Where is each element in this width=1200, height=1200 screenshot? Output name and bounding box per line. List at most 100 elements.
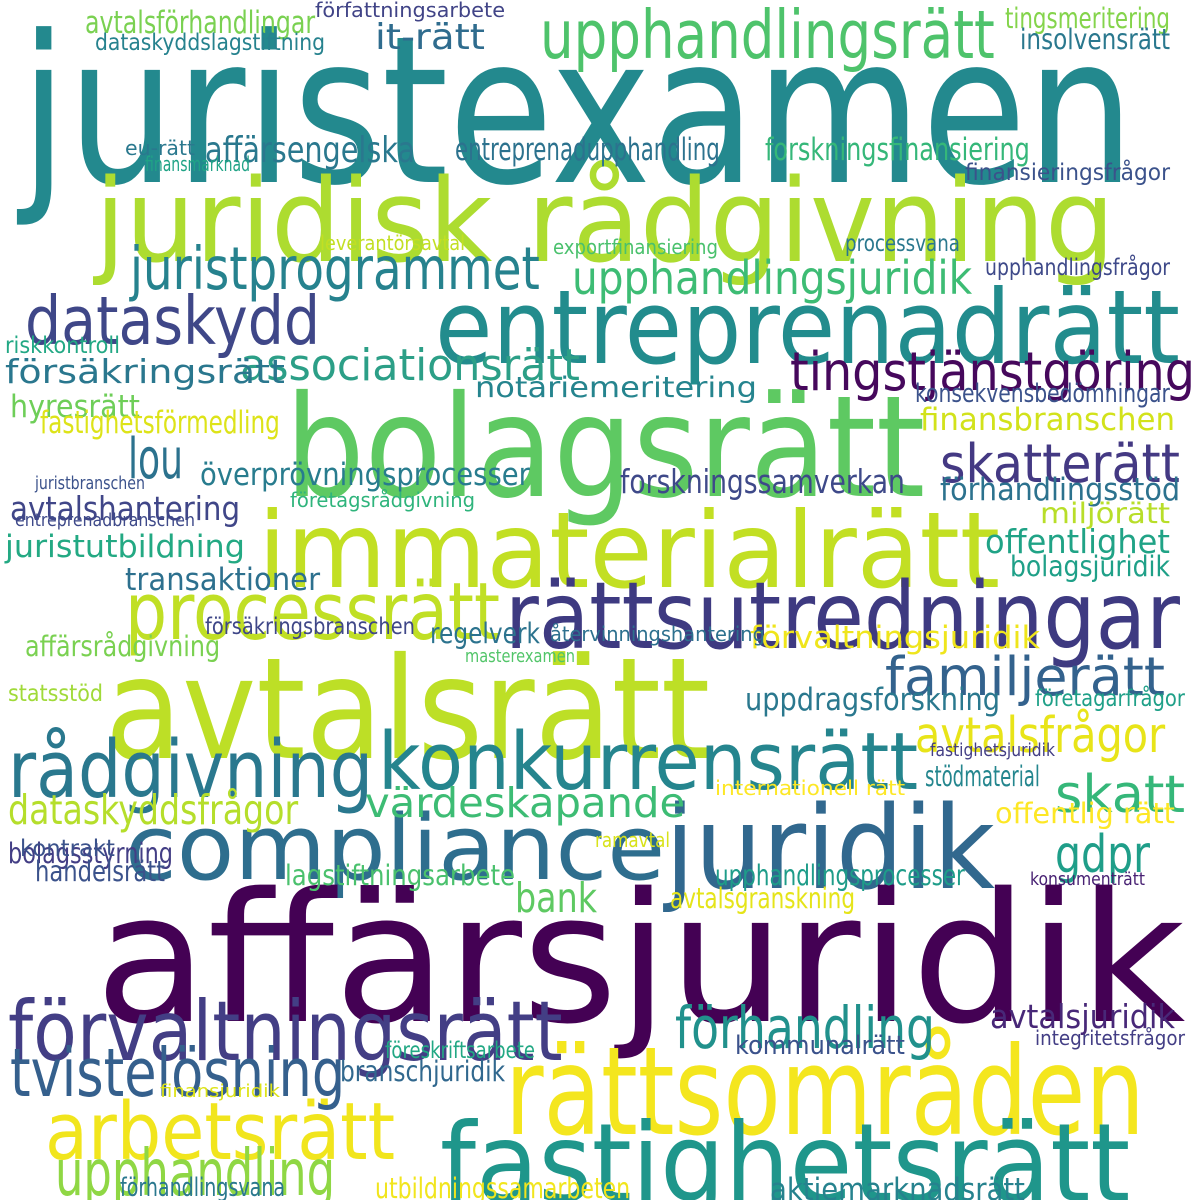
- word: avtalsfrågor: [915, 708, 1166, 764]
- word: tvistelösning: [10, 1034, 346, 1112]
- word: bolagsjuridik: [1010, 550, 1171, 583]
- word: kommunalrätt: [735, 1031, 905, 1061]
- word: dataskydd: [25, 282, 321, 360]
- word: processrätt: [125, 565, 500, 658]
- word: regelverk: [430, 617, 540, 650]
- word: upphandlingsprocesser: [715, 859, 965, 892]
- word: statsstöd: [8, 681, 104, 707]
- word: konkurrensrätt: [378, 715, 919, 808]
- word: skatt: [1055, 765, 1186, 825]
- word: kontrakt: [20, 836, 115, 862]
- word: bank: [515, 874, 598, 922]
- word: affärsjuridik: [95, 855, 1186, 1064]
- word: affärsengelska: [205, 130, 416, 171]
- word: lagstiftningsarbete: [285, 859, 516, 892]
- word: juridisk rådgivning: [95, 155, 1115, 289]
- word: stödmaterial: [925, 760, 1040, 793]
- word: insolvensrätt: [1020, 23, 1171, 56]
- word: integritetsfrågor: [1035, 1026, 1186, 1050]
- word: företagsrådgivning: [290, 488, 476, 512]
- word: avtalsrätt: [105, 628, 711, 792]
- word: fastighetsförmedling: [40, 405, 280, 441]
- word: miljörätt: [1040, 497, 1171, 530]
- word: entreprenadbranschen: [15, 510, 195, 531]
- word: eu-rätt: [125, 136, 196, 160]
- word: förhandling: [675, 994, 935, 1062]
- word: finansjuridik: [160, 1081, 280, 1102]
- word: ramavtal: [595, 828, 671, 852]
- word: juristprogrammet: [130, 234, 540, 303]
- word: upphandlingsrätt: [540, 0, 995, 74]
- word: arbetsrätt: [45, 1085, 396, 1178]
- word: forskningssamverkan: [620, 462, 905, 501]
- word: uppdragsforskning: [745, 682, 1001, 718]
- word: it-rätt: [375, 17, 486, 58]
- word: förvaltningsrätt: [8, 983, 563, 1080]
- word: överprövningsprocesser: [200, 457, 530, 493]
- word: upphandling: [55, 1137, 336, 1200]
- word: compliance: [125, 797, 666, 901]
- word: rättsutredningar: [505, 562, 1180, 670]
- word: fastighetsjuridik: [930, 740, 1055, 761]
- word: entreprenadupphandling: [455, 132, 720, 168]
- word: försäkringsrätt: [5, 352, 285, 391]
- word: leverantörsavtal: [320, 231, 466, 255]
- word: hyresrätt: [10, 389, 140, 425]
- word: föreskriftsarbete: [385, 1038, 536, 1064]
- word: lou: [128, 427, 183, 492]
- word: tingsmeritering: [1005, 2, 1171, 35]
- word: forskningsfinansiering: [765, 132, 1030, 168]
- word: finansmarknad: [145, 152, 251, 176]
- word: familjerätt: [885, 645, 1165, 708]
- word: finansieringsfrågor: [965, 160, 1171, 186]
- word: författningsarbete: [315, 0, 506, 22]
- word: skatterätt: [940, 432, 1180, 495]
- word: avtalsförhandlingar: [85, 5, 316, 41]
- word: fastighetsrätt: [440, 1100, 1131, 1200]
- word: förhandlingsstöd: [940, 472, 1181, 508]
- word: upphandlingsfrågor: [985, 255, 1171, 281]
- word: transaktioner: [125, 562, 321, 598]
- word: avtalshantering: [10, 489, 241, 528]
- word: processvana: [845, 231, 960, 257]
- word: masterexamen: [465, 646, 575, 667]
- word: exportfinansiering: [553, 235, 718, 259]
- word: bolagsstyrning: [8, 837, 173, 870]
- word: avtalsgranskning: [670, 882, 856, 915]
- word: juristexamen: [20, 0, 1135, 231]
- word: immaterialrätt: [258, 489, 1001, 612]
- word: offentlighet: [985, 522, 1170, 561]
- word: entreprenadrätt: [435, 269, 1180, 388]
- word: tingstjänstgöring: [790, 340, 1196, 403]
- word: bolagsrätt: [285, 366, 926, 530]
- word: riskkontroll: [5, 333, 120, 359]
- word: affärsrådgivning: [25, 630, 221, 663]
- word: branschjuridik: [340, 1055, 506, 1088]
- word: konsekvensbedömningar: [915, 379, 1170, 409]
- word: företagarfrågor: [1035, 686, 1185, 712]
- word: internationell rätt: [715, 776, 906, 800]
- word: förhandlingsvana: [120, 1173, 286, 1200]
- word: rättsområden: [505, 1021, 1145, 1163]
- word: juristbranschen: [35, 473, 145, 494]
- word: värdeskapande: [365, 779, 686, 827]
- word: notariemeritering: [475, 371, 757, 404]
- word: gdpr: [1055, 825, 1150, 885]
- word: konsumenträtt: [1030, 869, 1145, 890]
- word: utbildningssamarbeten: [375, 1172, 631, 1200]
- word: rådgivning: [8, 723, 374, 816]
- word: försäkringsbranschen: [205, 614, 415, 640]
- word: offentlig rätt: [995, 797, 1175, 830]
- word: avtalsjuridik: [990, 997, 1176, 1036]
- word: juridik: [665, 782, 996, 916]
- word: finansbranschen: [920, 402, 1176, 438]
- word: juristutbildning: [5, 529, 245, 565]
- word: dataskyddsfrågor: [8, 786, 299, 834]
- word: upphandlingsjuridik: [572, 251, 973, 305]
- word: återvinningshantering: [550, 622, 765, 646]
- word: associationsrätt: [240, 341, 580, 391]
- word: aktiemarknadsrätt: [770, 1172, 1025, 1200]
- word: förvaltningsjuridik: [750, 620, 1041, 656]
- word: dataskyddslagstiftning: [95, 30, 326, 56]
